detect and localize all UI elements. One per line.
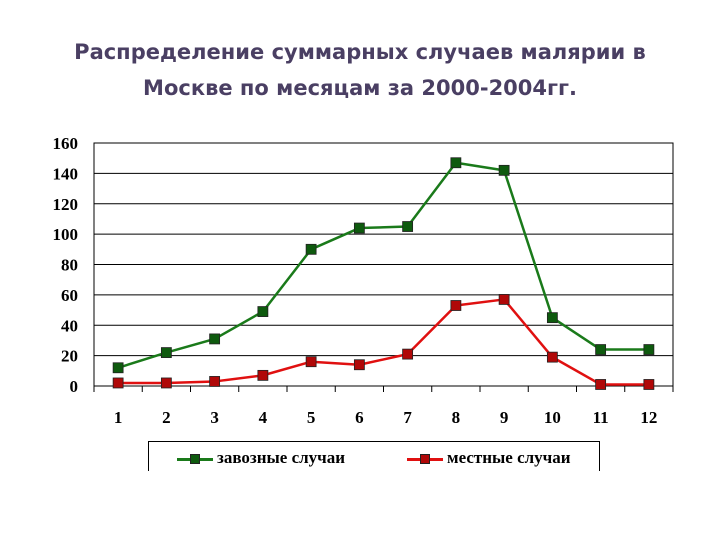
data-point-imported (353, 222, 365, 234)
x-tick-label: 5 (307, 408, 316, 427)
data-point-imported (498, 164, 510, 176)
y-tick-label: 80 (61, 256, 78, 275)
data-point-imported (305, 243, 317, 255)
legend-symbol-local (407, 452, 443, 466)
data-point-local (209, 376, 221, 387)
legend-item-local: местные случаи (407, 448, 571, 468)
data-point-imported (450, 157, 462, 169)
data-point-local (402, 348, 414, 360)
chart-title-line2: Москве по месяцам за 2000-2004гг. (143, 76, 577, 100)
x-tick-label: 10 (544, 408, 561, 427)
data-point-imported (112, 362, 124, 374)
y-tick-label: 60 (61, 286, 78, 305)
x-tick-label: 9 (500, 408, 509, 427)
data-point-imported (209, 333, 221, 345)
x-tick-label: 2 (162, 408, 171, 427)
x-tick-label: 6 (355, 408, 364, 427)
legend-label-local: местные случаи (447, 448, 571, 467)
data-point-local (305, 356, 317, 368)
legend-symbol-imported (177, 452, 213, 466)
y-tick-label: 120 (53, 195, 79, 214)
data-point-local (353, 359, 365, 371)
x-tick-label: 11 (593, 408, 609, 427)
data-point-local (643, 379, 655, 390)
data-point-local (595, 379, 607, 390)
x-tick-label: 8 (452, 408, 461, 427)
y-tick-label: 0 (70, 377, 79, 396)
data-point-imported (595, 344, 607, 355)
x-tick-label: 3 (210, 408, 219, 427)
data-point-imported (643, 344, 655, 355)
legend-label-imported: завозные случаи (217, 448, 346, 467)
legend-item-imported: завозные случаи (177, 448, 345, 468)
x-tick-label: 12 (640, 408, 657, 427)
data-point-local (450, 300, 462, 311)
y-tick-label: 20 (61, 347, 78, 366)
data-point-imported (160, 347, 172, 358)
y-tick-label: 100 (53, 225, 79, 244)
x-tick-label: 4 (259, 408, 268, 427)
chart-title: Распределение суммарных случаев малярии … (0, 34, 720, 106)
series-line-imported (117, 161, 649, 369)
data-point-local (546, 351, 558, 363)
x-tick-label: 7 (403, 408, 412, 427)
legend: завозные случаи местные случаи (148, 441, 600, 471)
data-point-imported (546, 312, 558, 324)
data-point-imported (257, 306, 269, 317)
data-point-local (498, 294, 510, 305)
x-tick-label: 1 (114, 408, 123, 427)
data-point-imported (402, 221, 414, 232)
y-tick-label: 160 (53, 134, 79, 153)
data-point-local (257, 369, 269, 381)
data-point-local (160, 377, 172, 389)
chart-title-line1: Распределение суммарных случаев малярии … (74, 40, 646, 64)
y-tick-label: 40 (61, 316, 78, 335)
data-point-local (112, 377, 124, 389)
y-tick-label: 140 (53, 164, 79, 183)
series-line-local (118, 298, 649, 386)
